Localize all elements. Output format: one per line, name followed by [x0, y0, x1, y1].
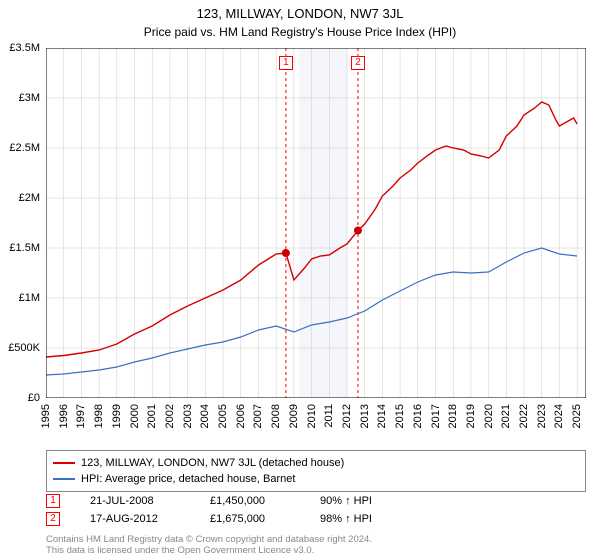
x-tick-label: 2024 — [553, 404, 565, 428]
event-hpi: 90% ↑ HPI — [320, 495, 372, 507]
x-tick-label: 1999 — [111, 404, 123, 428]
event-marker-2: 2 — [351, 56, 365, 70]
y-axis: £0£500K£1M£1.5M£2M£2.5M£3M£3.5M — [0, 48, 44, 398]
y-tick-label: £500K — [8, 342, 40, 354]
legend-swatch — [53, 478, 75, 480]
x-tick-label: 2023 — [536, 404, 548, 428]
x-tick-label: 2010 — [306, 404, 318, 428]
x-tick-label: 2009 — [288, 404, 300, 428]
y-tick-label: £3.5M — [9, 42, 40, 54]
x-tick-label: 2022 — [518, 404, 530, 428]
x-tick-label: 2012 — [341, 404, 353, 428]
x-tick-label: 1996 — [58, 404, 70, 428]
event-date: 21-JUL-2008 — [90, 495, 180, 507]
disclaimer: Contains HM Land Registry data © Crown c… — [46, 534, 586, 557]
x-tick-label: 2018 — [447, 404, 459, 428]
legend-label: HPI: Average price, detached house, Barn… — [81, 473, 295, 485]
event-hpi: 98% ↑ HPI — [320, 513, 372, 525]
x-tick-label: 2002 — [164, 404, 176, 428]
legend-label: 123, MILLWAY, LONDON, NW7 3JL (detached … — [81, 457, 344, 469]
x-tick-label: 2005 — [217, 404, 229, 428]
x-tick-label: 1995 — [40, 404, 52, 428]
legend-swatch — [53, 462, 75, 464]
y-tick-label: £2.5M — [9, 142, 40, 154]
event-date: 17-AUG-2012 — [90, 513, 180, 525]
x-tick-label: 2016 — [412, 404, 424, 428]
x-tick-label: 2013 — [359, 404, 371, 428]
page-subtitle: Price paid vs. HM Land Registry's House … — [0, 21, 600, 43]
y-tick-label: £1M — [19, 292, 40, 304]
y-tick-label: £3M — [19, 92, 40, 104]
chart-container: 123, MILLWAY, LONDON, NW7 3JL Price paid… — [0, 0, 600, 560]
plot-svg — [46, 48, 586, 398]
x-tick-label: 2008 — [270, 404, 282, 428]
events-table: 1 21-JUL-2008 £1,450,000 90% ↑ HPI 2 17-AUG-2… — [46, 492, 586, 528]
x-axis: 1995199619971998199920002001200220032004… — [46, 400, 586, 450]
legend-row: HPI: Average price, detached house, Barn… — [53, 471, 579, 487]
y-tick-label: £0 — [28, 392, 40, 404]
plot-area: 12 — [46, 48, 586, 398]
x-tick-label: 2021 — [500, 404, 512, 428]
event-row: 2 17-AUG-2012 £1,675,000 98% ↑ HPI — [46, 510, 586, 528]
x-tick-label: 2004 — [199, 404, 211, 428]
event-price: £1,675,000 — [210, 513, 290, 525]
x-tick-label: 2007 — [252, 404, 264, 428]
legend: 123, MILLWAY, LONDON, NW7 3JL (detached … — [46, 450, 586, 492]
x-tick-label: 2019 — [465, 404, 477, 428]
x-tick-label: 2014 — [376, 404, 388, 428]
event-marker-2: 2 — [46, 512, 60, 526]
event-marker-1: 1 — [46, 494, 60, 508]
x-tick-label: 2003 — [182, 404, 194, 428]
x-tick-label: 2006 — [235, 404, 247, 428]
disclaimer-line1: Contains HM Land Registry data © Crown c… — [46, 534, 372, 545]
x-tick-label: 1998 — [93, 404, 105, 428]
x-tick-label: 2011 — [323, 404, 335, 428]
legend-row: 123, MILLWAY, LONDON, NW7 3JL (detached … — [53, 455, 579, 471]
x-tick-label: 2020 — [483, 404, 495, 428]
event-marker-1: 1 — [279, 56, 293, 70]
x-tick-label: 2025 — [571, 404, 583, 428]
x-tick-label: 2015 — [394, 404, 406, 428]
y-tick-label: £2M — [19, 192, 40, 204]
page-title: 123, MILLWAY, LONDON, NW7 3JL — [0, 0, 600, 21]
x-tick-label: 2000 — [129, 404, 141, 428]
event-row: 1 21-JUL-2008 £1,450,000 90% ↑ HPI — [46, 492, 586, 510]
event-price: £1,450,000 — [210, 495, 290, 507]
x-tick-label: 2017 — [430, 404, 442, 428]
disclaimer-line2: This data is licensed under the Open Gov… — [46, 545, 314, 556]
y-tick-label: £1.5M — [9, 242, 40, 254]
x-tick-label: 2001 — [146, 404, 158, 428]
x-tick-label: 1997 — [75, 404, 87, 428]
